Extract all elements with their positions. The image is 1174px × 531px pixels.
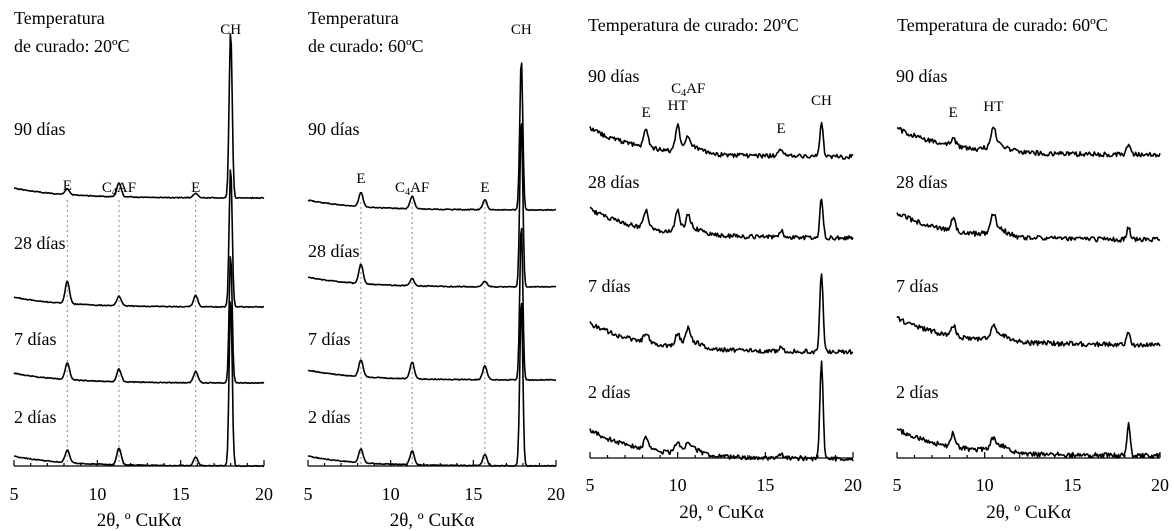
series-label: 28 días — [896, 172, 948, 192]
diffractogram-trace — [307, 62, 557, 212]
diffractogram-trace — [589, 273, 854, 355]
diffractogram-trace — [13, 255, 265, 385]
peak-label: HT — [983, 99, 1003, 115]
peak-label: E — [949, 105, 958, 121]
diffractogram-trace — [307, 227, 557, 382]
series-label: 28 días — [588, 172, 640, 192]
panel-title-line-1: Temperatura — [14, 8, 105, 28]
chart-panel-1: Temperatura de curado: 20ºC 90 días 28 días… — [10, 8, 274, 531]
peak-label: C4AF — [102, 180, 136, 198]
x-tick-label: 20 — [547, 484, 565, 504]
series-label: 2 días — [588, 382, 631, 402]
peak-label: E — [480, 180, 489, 196]
diffractogram-trace — [896, 212, 1161, 243]
x-tick-label: 5 — [10, 484, 19, 504]
panel-title-line-1: Temperatura de curado: 20ºC — [588, 15, 799, 35]
series-label: 7 días — [14, 329, 57, 349]
diffractogram-trace — [589, 121, 854, 160]
peak-label: CH — [220, 22, 241, 38]
chart-panel-3: Temperatura de curado: 20ºC 90 días 28 día… — [586, 15, 863, 523]
x-tick-label: 15 — [1063, 475, 1081, 495]
peak-label: E — [191, 180, 200, 196]
chart-panel-4: Temperatura de curado: 60ºC 90 días 28 día… — [893, 15, 1170, 523]
diffractogram-trace — [13, 301, 264, 468]
peak-label: E — [356, 171, 365, 187]
panel-title-line-1: Temperatura de curado: 60ºC — [897, 15, 1108, 35]
peak-label: CH — [811, 93, 832, 109]
series-label: 90 días — [588, 66, 640, 86]
peak-label: E — [642, 105, 651, 121]
peak-label: CH — [511, 22, 532, 38]
x-tick-label: 5 — [893, 475, 902, 495]
diffractogram-trace — [896, 126, 1161, 158]
series-label: 90 días — [14, 119, 66, 139]
x-axis-label: 2θ, º CuKα — [986, 502, 1071, 523]
peak-label: E — [63, 178, 72, 194]
diffractogram-trace — [896, 315, 1161, 348]
x-tick-label: 10 — [669, 475, 687, 495]
series-label: 7 días — [588, 276, 631, 296]
panel-title-line-1: Temperatura — [308, 8, 399, 28]
x-tick-label: 20 — [255, 484, 273, 504]
diffractogram-trace — [307, 123, 557, 289]
series-label: 2 días — [14, 407, 57, 427]
x-tick-label: 15 — [464, 484, 482, 504]
diffractogram-trace — [896, 421, 1161, 459]
peak-label: HT — [668, 98, 688, 114]
series-label: 2 días — [896, 382, 939, 402]
series-label: 90 días — [308, 119, 360, 139]
series-label: 28 días — [14, 233, 66, 253]
series-label: 2 días — [308, 407, 351, 427]
x-axis-label: 2θ, º CuKα — [390, 510, 475, 531]
x-tick-label: 10 — [976, 475, 994, 495]
peak-label: C4AF — [395, 180, 429, 198]
x-tick-label: 15 — [172, 484, 190, 504]
peak-label: E — [777, 121, 786, 137]
peak-label: C4AF — [671, 81, 705, 99]
x-axis-label: 2θ, º CuKα — [97, 510, 182, 531]
x-tick-label: 20 — [844, 475, 862, 495]
x-tick-label: 10 — [88, 484, 106, 504]
diffractogram-trace — [589, 360, 854, 462]
x-tick-label: 10 — [382, 484, 400, 504]
panel-title-line-2: de curado: 60ºC — [308, 36, 424, 56]
x-tick-label: 20 — [1151, 475, 1169, 495]
diffractogram-trace — [589, 198, 854, 241]
series-label: 28 días — [308, 241, 360, 261]
x-tick-label: 5 — [586, 475, 595, 495]
x-axis-label: 2θ, º CuKα — [679, 502, 764, 523]
series-label: 7 días — [308, 329, 351, 349]
chart-panel-2: Temperatura de curado: 60ºC 90 días 28 días… — [304, 8, 566, 531]
series-label: 7 días — [896, 276, 939, 296]
diffractogram-trace — [13, 169, 264, 309]
x-tick-label: 5 — [304, 484, 313, 504]
diffractogram-trace — [13, 33, 265, 200]
panel-title-line-2: de curado: 20ºC — [14, 36, 130, 56]
series-label: 90 días — [896, 66, 948, 86]
x-tick-label: 15 — [756, 475, 774, 495]
